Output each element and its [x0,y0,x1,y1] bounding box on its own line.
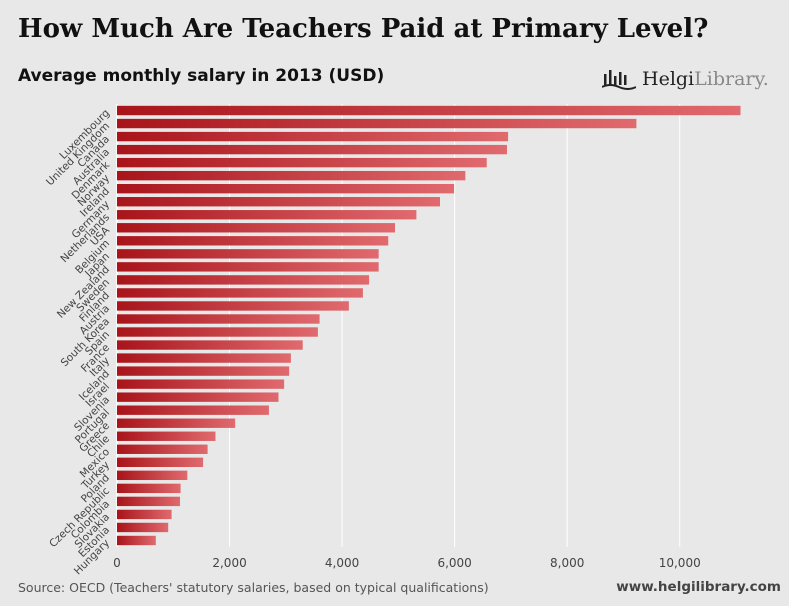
bar-turkey [117,457,204,467]
bar-netherlands [117,210,417,220]
bar-spain [117,327,318,337]
bar-south-korea [117,314,320,324]
bar-chart-logo-icon [602,70,636,90]
grid-lines [116,104,681,547]
logo-text: HelgiLibrary. [642,68,769,90]
bar-italy [117,353,291,363]
x-tick-label: 10,000 [659,556,701,570]
bar-sweden [117,275,370,285]
bar-australia [117,144,507,155]
x-axis-ticks: 0 2,000 4,000 6,000 8,000 10,000 [113,556,701,570]
bar-denmark [117,157,487,168]
x-tick-label: 6,000 [437,556,471,570]
bar-greece [117,418,236,428]
logo-text-helgi: Helgi [642,68,695,90]
bar-canada [117,131,509,142]
bar-chile [117,431,216,441]
x-tick-label: 4,000 [325,556,359,570]
logo-text-library: Library. [694,68,769,90]
bar-france [117,340,303,350]
chart-title: How Much Are Teachers Paid at Primary Le… [18,14,709,44]
bar-norway [117,170,466,181]
bar-belgium [117,236,389,246]
bar-germany [117,197,441,207]
x-tick-label: 0 [113,556,121,570]
x-tick-label: 8,000 [550,556,584,570]
bar-czech-republic [117,483,181,494]
source-note: Source: OECD (Teachers' statutory salari… [18,580,489,595]
bar-japan [117,249,379,259]
bar-israel [117,379,285,389]
bar-estonia [117,522,169,533]
x-tick-label: 2,000 [212,556,246,570]
bar-poland [117,470,188,481]
bar-united-kingdom [117,118,637,129]
chart-subtitle: Average monthly salary in 2013 (USD) [18,66,385,86]
bar-austria [117,301,349,311]
bar-hungary [117,535,156,546]
bar-colombia [117,496,181,507]
bars [117,105,741,546]
bar-ireland [117,184,455,194]
website-link[interactable]: www.helgilibrary.com [616,579,781,595]
bar-portugal [117,405,269,415]
bar-usa [117,223,395,233]
bar-mexico [117,444,208,454]
bar-luxembourg [117,105,741,116]
bar-finland [117,288,363,298]
bar-slovenia [117,392,279,402]
bar-slovakia [117,509,172,520]
bar-iceland [117,366,290,376]
bar-new-zealand [117,262,379,272]
helgilibrary-logo: HelgiLibrary. [602,68,769,90]
